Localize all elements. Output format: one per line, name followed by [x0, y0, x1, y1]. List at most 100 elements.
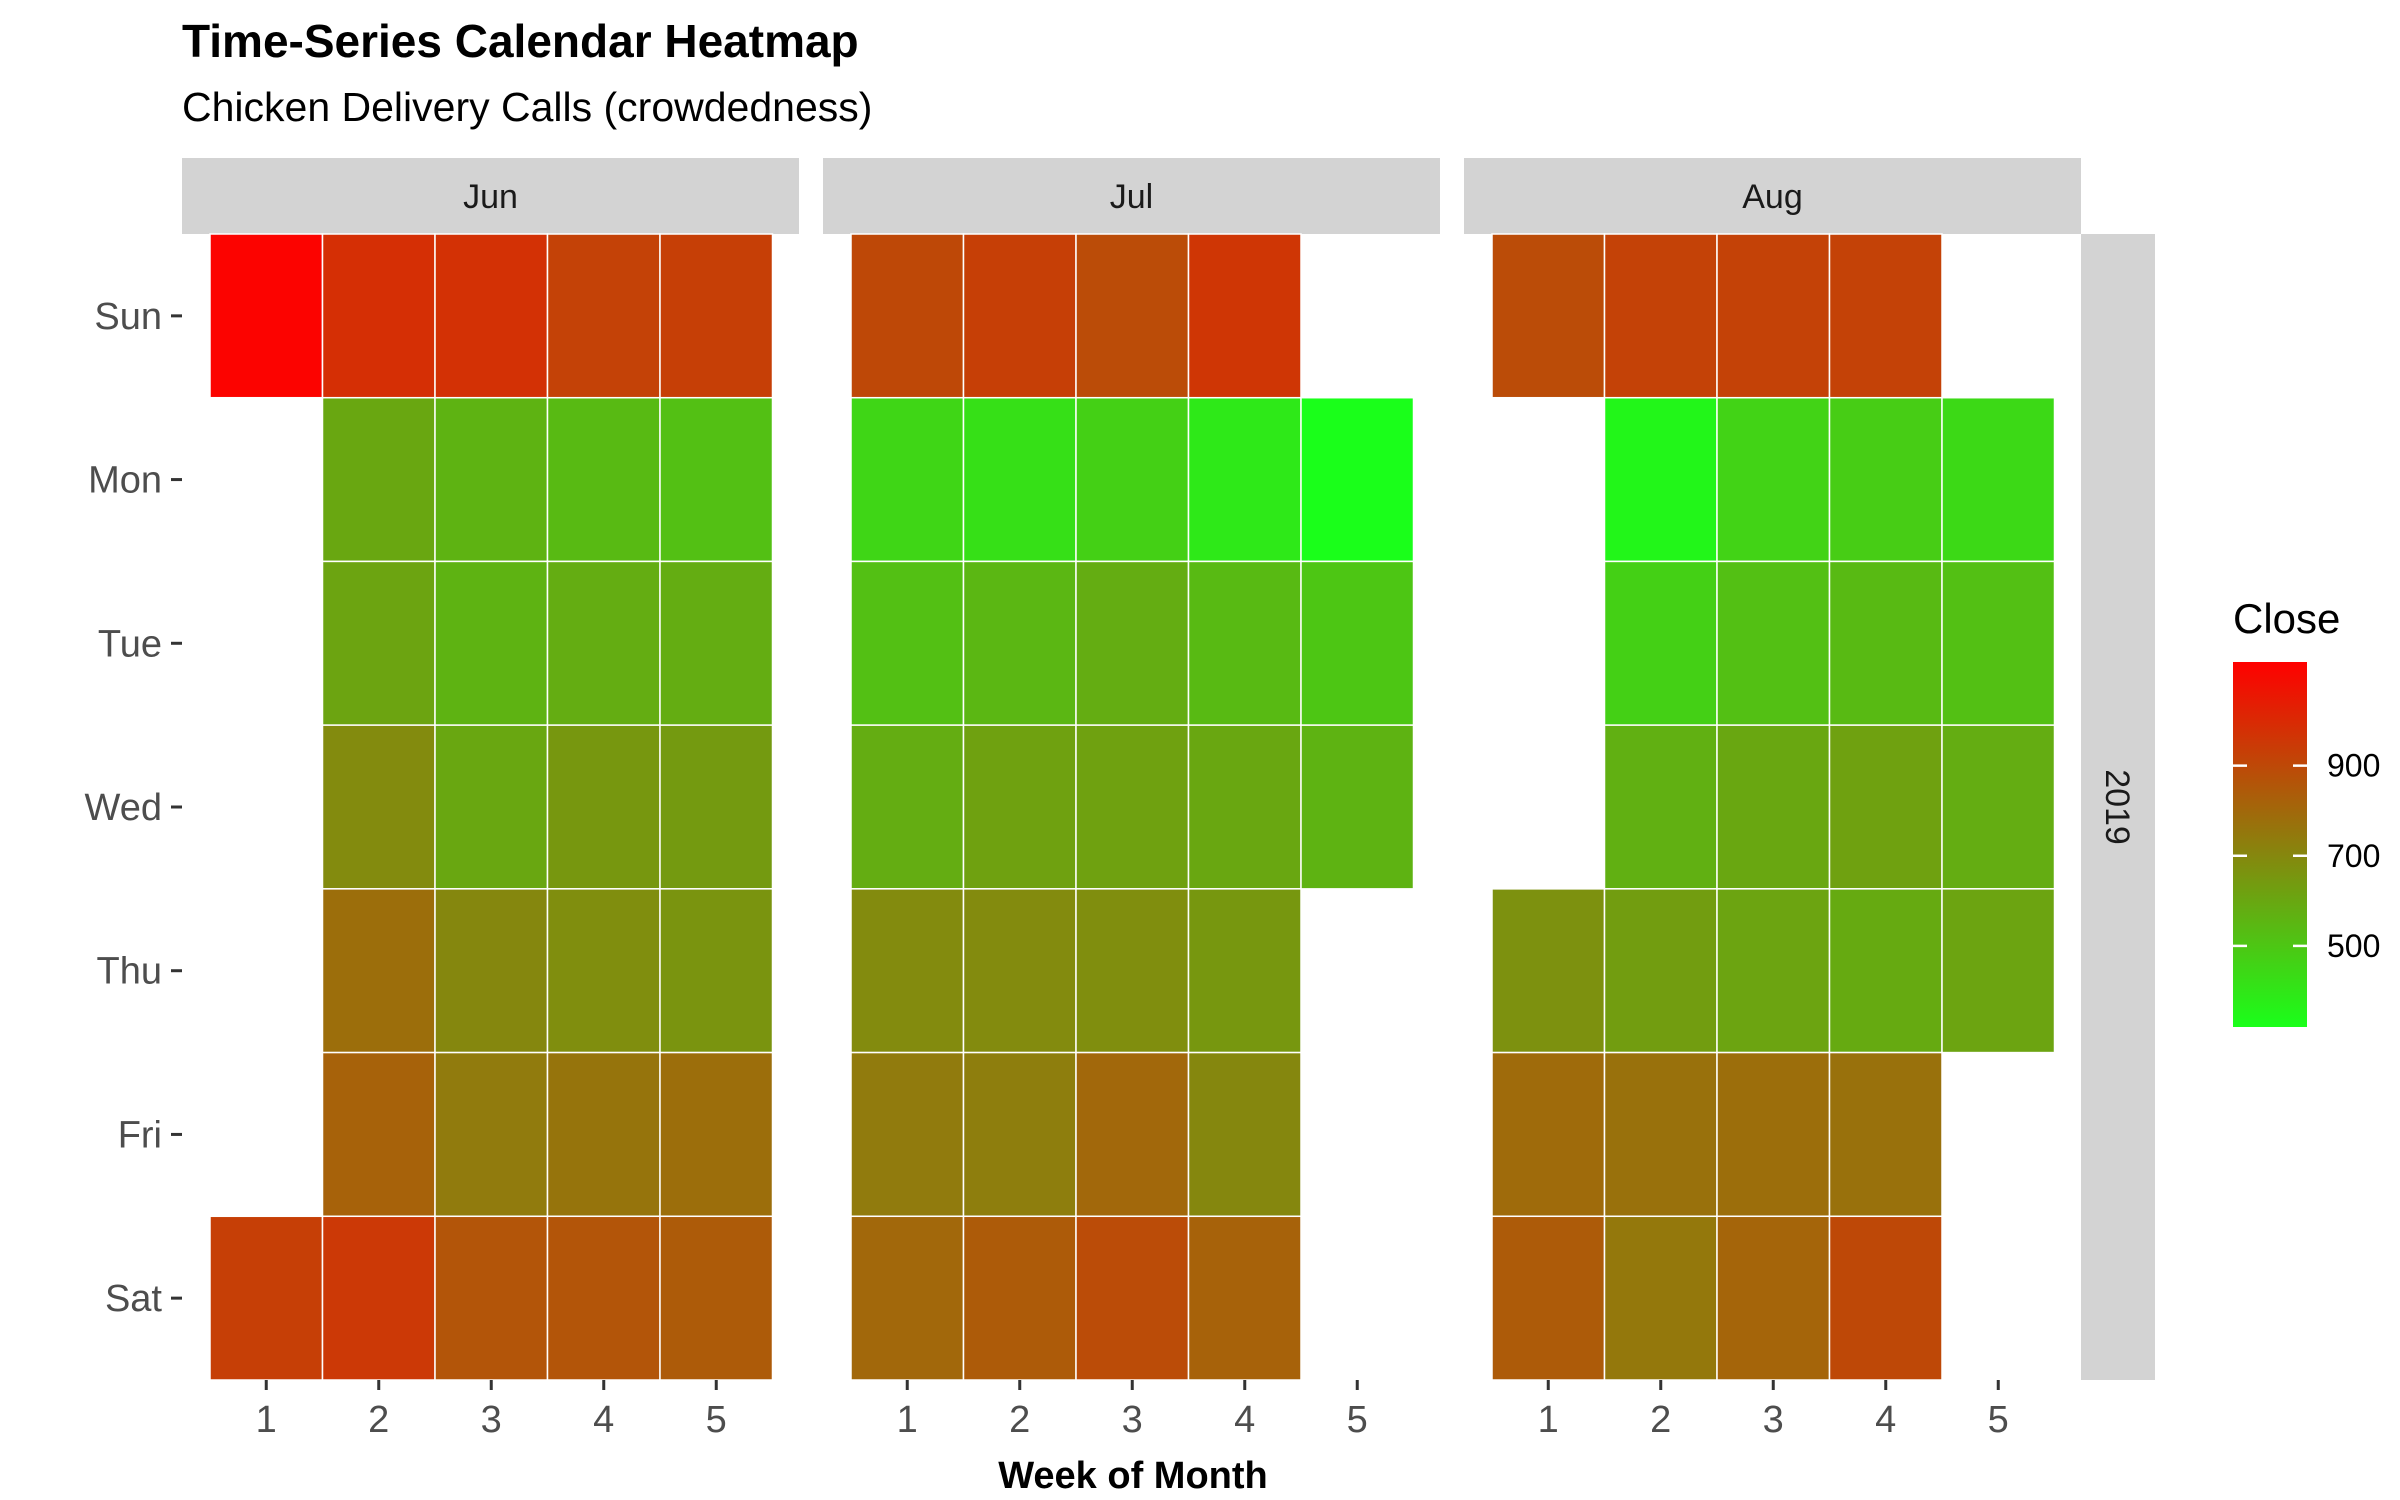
heatmap-cell — [850, 1215, 965, 1381]
heatmap-cell — [962, 560, 1077, 726]
heatmap-cell — [850, 233, 965, 399]
facet-strip — [182, 158, 799, 234]
heatmap-cell — [1187, 560, 1302, 726]
heatmap-cell — [850, 1051, 965, 1218]
x-tick-label: 4 — [1875, 1399, 1896, 1441]
heatmap-cell — [1716, 1215, 1831, 1381]
heatmap-cell — [1187, 396, 1302, 563]
x-tick-label: 4 — [1234, 1399, 1255, 1441]
heatmap-cell — [962, 888, 1077, 1054]
heatmap-cell — [1300, 560, 1415, 726]
heatmap-cell — [1941, 724, 2056, 890]
heatmap-cell — [1828, 1215, 1943, 1381]
heatmap-cell — [546, 396, 661, 563]
heatmap-cell — [434, 396, 549, 563]
heatmap-cell — [1075, 1051, 1190, 1218]
legend-tick-label: 900 — [2327, 748, 2380, 784]
heatmap-cell — [1491, 233, 1606, 399]
legend-tick-label: 500 — [2327, 928, 2380, 964]
heatmap-cell — [1075, 724, 1190, 890]
x-tick-label: 1 — [897, 1399, 918, 1441]
y-tick-label: Wed — [85, 787, 162, 829]
heatmap-cell — [546, 233, 661, 399]
facet-row-label: 2019 — [2098, 769, 2136, 845]
heatmap-cell — [546, 1215, 661, 1381]
heatmap-cell — [1300, 724, 1415, 890]
heatmap-cell — [1603, 724, 1718, 890]
y-tick-label: Sat — [105, 1278, 162, 1320]
heatmap-cell — [1828, 396, 1943, 563]
panel-jun: Jun — [182, 158, 799, 1381]
heatmap-cell — [546, 1051, 661, 1218]
heatmap-cell — [1075, 233, 1190, 399]
heatmap-cell — [434, 888, 549, 1054]
heatmap-cell — [659, 396, 774, 563]
heatmap-cell — [1075, 560, 1190, 726]
heatmap-cell — [1491, 1215, 1606, 1381]
legend-title: Close — [2233, 595, 2340, 642]
heatmap-cell — [659, 1051, 774, 1218]
heatmap-cell — [209, 1215, 324, 1381]
x-tick-label: 5 — [1988, 1399, 2009, 1441]
heatmap-cell — [1941, 560, 2056, 726]
heatmap-cell — [659, 1215, 774, 1381]
heatmap-cell — [962, 724, 1077, 890]
heatmap-cell — [1941, 888, 2056, 1054]
heatmap-cell — [321, 396, 436, 563]
heatmap-cell — [962, 1051, 1077, 1218]
heatmap-cell — [1716, 233, 1831, 399]
heatmap-cell — [209, 233, 324, 399]
x-tick-label: 3 — [481, 1399, 502, 1441]
heatmap-cell — [546, 724, 661, 890]
heatmap-cell — [1187, 1215, 1302, 1381]
x-tick-label: 3 — [1763, 1399, 1784, 1441]
x-tick-label: 3 — [1122, 1399, 1143, 1441]
facet-row-strip — [2081, 234, 2155, 1380]
heatmap-cell — [1187, 1051, 1302, 1218]
heatmap-cell — [1603, 1051, 1718, 1218]
heatmap-cell — [1300, 396, 1415, 563]
chart-subtitle: Chicken Delivery Calls (crowdedness) — [182, 84, 873, 130]
heatmap-cell — [1828, 1051, 1943, 1218]
heatmap-cell — [1828, 888, 1943, 1054]
x-tick-label: 2 — [1009, 1399, 1030, 1441]
heatmap-cell — [659, 888, 774, 1054]
heatmap-cell — [434, 233, 549, 399]
heatmap-cell — [659, 233, 774, 399]
legend-tick-label: 700 — [2327, 838, 2380, 874]
heatmap-cell — [1075, 396, 1190, 563]
y-tick-label: Sun — [94, 296, 162, 338]
heatmap-cell — [1941, 396, 2056, 563]
heatmap-cell — [659, 724, 774, 890]
heatmap-cell — [1603, 560, 1718, 726]
heatmap-cell — [1603, 1215, 1718, 1381]
heatmap-cell — [962, 1215, 1077, 1381]
heatmap-cell — [850, 888, 965, 1054]
x-tick-label: 4 — [593, 1399, 614, 1441]
heatmap-cell — [962, 233, 1077, 399]
x-tick-label: 2 — [1650, 1399, 1671, 1441]
heatmap-cell — [962, 396, 1077, 563]
heatmap-cell — [1828, 560, 1943, 726]
heatmap-cell — [546, 560, 661, 726]
heatmap-cell — [1187, 888, 1302, 1054]
y-tick-label: Thu — [97, 951, 162, 993]
heatmap-cell — [321, 1051, 436, 1218]
x-tick-label: 2 — [368, 1399, 389, 1441]
facet-strip — [823, 158, 1440, 234]
facet-strip — [1464, 158, 2081, 234]
heatmap-cell — [321, 560, 436, 726]
heatmap-cell — [434, 560, 549, 726]
x-tick-label: 5 — [706, 1399, 727, 1441]
panel-aug: Aug — [1464, 158, 2081, 1381]
y-tick-label: Tue — [98, 623, 162, 665]
heatmap-cell — [1828, 233, 1943, 399]
facet-strip-label: Jun — [463, 178, 518, 216]
heatmap-cell — [1716, 560, 1831, 726]
heatmap-cell — [850, 396, 965, 563]
heatmap-cell — [1716, 888, 1831, 1054]
heatmap-cell — [1716, 1051, 1831, 1218]
legend-colorbar — [2233, 662, 2307, 1027]
heatmap-cell — [434, 724, 549, 890]
